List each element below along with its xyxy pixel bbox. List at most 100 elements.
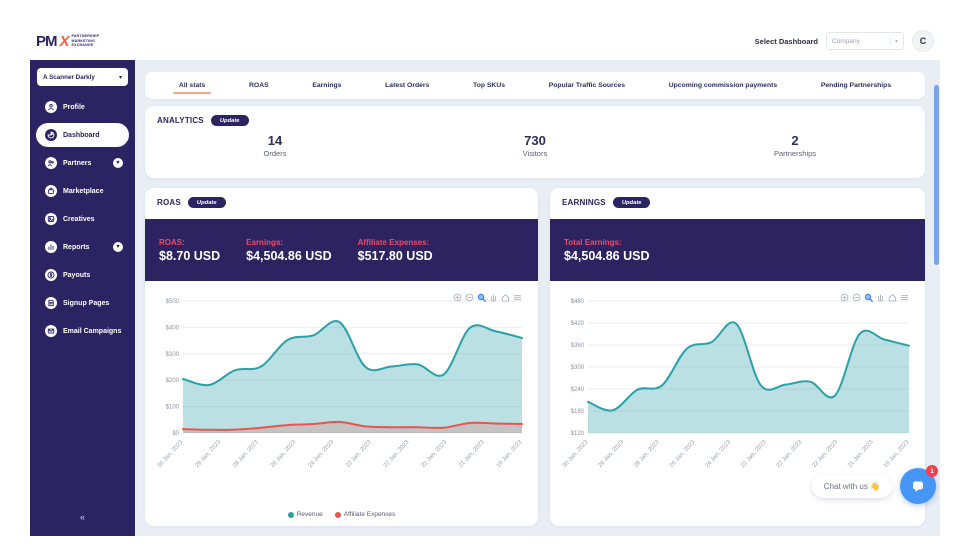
selection-zoom-icon[interactable] — [864, 289, 873, 302]
chat-with-us-button[interactable]: Chat with us 👋 — [811, 474, 892, 498]
earnings-update-button[interactable]: Update — [612, 197, 651, 208]
stat-label: Visitors — [522, 149, 548, 158]
sidebar-item-email-campaigns[interactable]: Email Campaigns — [36, 319, 129, 343]
sidebar-item-creatives[interactable]: Creatives — [36, 207, 129, 231]
sidebar-item-label: Partners — [63, 159, 92, 167]
stats-tabbar: All stats ROAS Earnings Latest Orders Top SK… — [145, 72, 925, 99]
tab-pending-partnerships[interactable]: Pending Partnerships — [820, 82, 892, 89]
svg-text:$180: $180 — [571, 409, 585, 415]
dashboard-select-value: Company — [832, 37, 860, 45]
profile-icon — [45, 101, 57, 113]
svg-text:22 Jan, 2023: 22 Jan, 2023 — [383, 439, 411, 469]
sidebar-item-label: Dashboard — [63, 131, 100, 139]
chart-toolbar — [840, 289, 909, 302]
email-campaigns-icon — [45, 325, 57, 337]
sidebar-item-partners[interactable]: Partners ▼ — [36, 151, 129, 175]
tab-roas[interactable]: ROAS — [249, 82, 269, 89]
earnings-chart: $480 $420 $360 $300 $240 $180 $120 30 Jan, 2023… — [558, 287, 917, 483]
zoom-out-icon[interactable] — [852, 289, 861, 302]
sidebar-item-label: Marketplace — [63, 187, 104, 195]
roas-card: ROAS Update ROAS: $8.70 USD Earnings: $4,… — [145, 188, 538, 526]
banner-stat-label: Affiliate Expenses: — [357, 237, 430, 247]
analytics-stats: 14 Orders 730 Visitors 2 Partnerships — [145, 133, 925, 158]
svg-text:22 Jan, 2023: 22 Jan, 2023 — [740, 439, 768, 469]
sidebar-item-profile[interactable]: Profile — [36, 95, 129, 119]
sidebar-item-payouts[interactable]: Payouts — [36, 263, 129, 287]
page-scrollbar[interactable] — [934, 85, 939, 265]
legend-item-affiliate-expenses[interactable]: Affiliate Expenses — [334, 511, 396, 518]
chevron-down-icon[interactable]: ▼ — [113, 158, 123, 168]
logo-tagline: PARTNERSHIP MARKETING EXCHANGE — [71, 34, 100, 48]
tab-earnings[interactable]: Earnings — [312, 82, 342, 89]
menu-icon[interactable] — [513, 289, 522, 301]
tab-all-stats[interactable]: All stats — [172, 74, 212, 97]
analytics-update-button[interactable]: Update — [210, 115, 249, 126]
legend-item-revenue[interactable]: Revenue — [287, 511, 323, 518]
analytics-stat-visitors: 730 Visitors — [405, 133, 665, 158]
sidebar-item-label: Creatives — [63, 215, 95, 223]
dashboard-select[interactable]: Company ▾ — [826, 32, 904, 50]
sidebar-item-label: Reports — [63, 243, 90, 251]
creatives-icon — [45, 213, 57, 225]
chart-legend: Revenue Affiliate Expenses — [145, 511, 538, 518]
dashboard-icon — [45, 129, 57, 141]
home-icon[interactable] — [501, 289, 510, 302]
svg-text:24 Jan, 2023: 24 Jan, 2023 — [308, 439, 336, 469]
sidebar: A Scanner Darkly ▾ Profile Dashboard Par… — [30, 60, 135, 536]
svg-text:$500: $500 — [166, 299, 180, 305]
header-controls: Select Dashboard Company ▾ C — [755, 30, 934, 52]
sidebar-item-marketplace[interactable]: Marketplace — [36, 179, 129, 203]
tab-top-skus[interactable]: Top SKUs — [473, 82, 506, 89]
menu-icon[interactable] — [900, 289, 909, 301]
sidebar-item-signup-pages[interactable]: Signup Pages — [36, 291, 129, 315]
sidebar-item-dashboard[interactable]: Dashboard — [36, 123, 129, 147]
svg-text:28 Jan, 2023: 28 Jan, 2023 — [232, 439, 260, 469]
svg-text:$0: $0 — [172, 431, 179, 437]
pan-icon[interactable] — [876, 289, 885, 302]
svg-text:$480: $480 — [571, 299, 585, 305]
roas-update-button[interactable]: Update — [187, 197, 226, 208]
workspace-select[interactable]: A Scanner Darkly ▾ — [37, 68, 128, 86]
legend-label: Affiliate Expenses — [343, 511, 396, 518]
legend-dot — [287, 511, 294, 518]
analytics-stat-orders: 14 Orders — [145, 133, 405, 158]
zoom-in-icon[interactable] — [453, 289, 462, 302]
svg-text:30 Jan, 2023: 30 Jan, 2023 — [562, 439, 590, 469]
chevron-down-icon: ▾ — [889, 37, 898, 45]
stat-label: Partnerships — [773, 149, 817, 158]
stat-label: Orders — [263, 149, 287, 158]
sidebar-item-label: Email Campaigns — [63, 327, 122, 335]
banner-stat-value: $517.80 USD — [357, 248, 433, 263]
home-icon[interactable] — [888, 289, 897, 302]
pan-icon[interactable] — [489, 289, 498, 302]
chat-fab-button[interactable]: 1 — [900, 465, 938, 504]
logo-text-x: X — [59, 32, 70, 50]
banner-stat-value: $4,504.86 USD — [564, 248, 650, 263]
chat-widget: Chat with us 👋 1 — [811, 465, 938, 504]
roas-title: ROAS — [157, 198, 181, 207]
tab-latest-orders[interactable]: Latest Orders — [385, 82, 430, 89]
avatar-initial: C — [919, 36, 927, 46]
svg-text:$300: $300 — [166, 352, 180, 358]
marketplace-icon — [45, 185, 57, 197]
earnings-area-chart[interactable]: $480 $420 $360 $300 $240 $180 $120 30 Jan, 2023… — [558, 287, 917, 483]
sidebar-item-reports[interactable]: Reports ▼ — [36, 235, 129, 259]
svg-text:$420: $420 — [571, 321, 585, 327]
tab-upcoming-commission-payments[interactable]: Upcoming commission payments — [668, 82, 778, 89]
chevron-down-icon[interactable]: ▼ — [113, 242, 123, 252]
avatar[interactable]: C — [912, 30, 934, 52]
banner-stat: ROAS: $8.70 USD — [159, 238, 220, 263]
sidebar-collapse-button[interactable]: « — [79, 512, 85, 522]
banner-stat-value: $4,504.86 USD — [246, 248, 332, 263]
partners-icon — [45, 157, 57, 169]
tab-popular-traffic-sources[interactable]: Popular Traffic Sources — [548, 82, 626, 89]
roas-chart: $500 $400 $300 $200 $100 $0 30 Jan, 2023 29 Jan… — [153, 287, 530, 483]
svg-text:22 Jan, 2023: 22 Jan, 2023 — [345, 439, 373, 469]
zoom-in-icon[interactable] — [840, 289, 849, 302]
zoom-out-icon[interactable] — [465, 289, 474, 302]
banner-stat-label: Total Earnings: — [564, 237, 622, 247]
svg-text:$400: $400 — [166, 325, 180, 331]
selection-zoom-icon[interactable] — [477, 289, 486, 302]
svg-text:28 Jan, 2023: 28 Jan, 2023 — [633, 439, 661, 469]
roas-area-chart[interactable]: $500 $400 $300 $200 $100 $0 30 Jan, 2023 29 Jan… — [153, 287, 530, 483]
